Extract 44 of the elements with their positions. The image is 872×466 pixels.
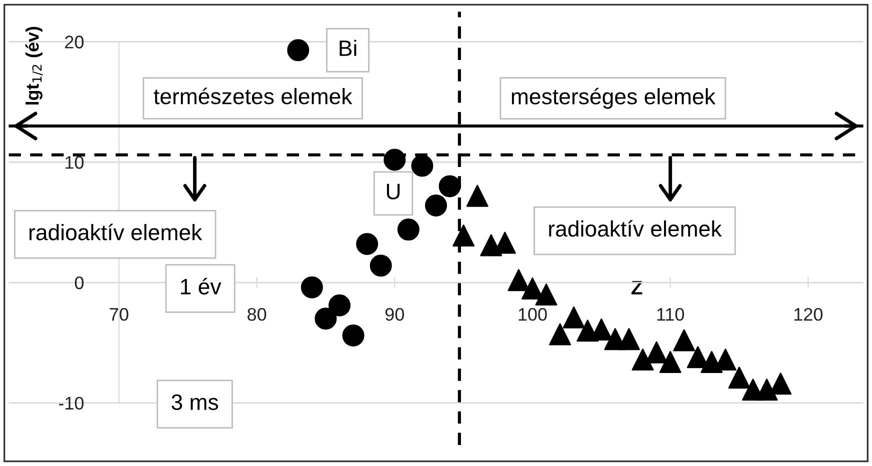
annotation: mesterséges elemek <box>512 88 716 109</box>
annotation: radioaktív elemek <box>549 220 722 237</box>
x-tick-label: 70 <box>110 308 128 321</box>
point <box>756 378 778 401</box>
y-tick-label: 0 <box>74 276 84 290</box>
x-tick-label: 80 <box>248 308 266 321</box>
point <box>384 148 406 171</box>
point <box>314 308 337 330</box>
point <box>397 218 420 241</box>
point <box>632 348 654 371</box>
point <box>535 284 558 306</box>
point <box>342 324 364 346</box>
point <box>287 39 310 62</box>
x-tick-label: 100 <box>518 308 547 321</box>
point <box>370 254 392 277</box>
point <box>618 328 640 350</box>
x-tick-label: 120 <box>794 308 823 321</box>
annotation: 1 év <box>181 278 222 294</box>
annotation: radioaktív elemek <box>29 224 202 240</box>
point <box>646 341 668 364</box>
point <box>728 366 750 389</box>
point <box>438 175 461 198</box>
annotation: U <box>386 184 400 200</box>
point <box>508 269 530 292</box>
y-tick-label: -10 <box>58 396 84 410</box>
point <box>466 184 488 207</box>
annotation: 3 ms <box>172 394 218 410</box>
point <box>425 194 447 216</box>
y-tick-label: 10 <box>66 156 84 169</box>
point <box>673 329 696 352</box>
point <box>659 350 682 373</box>
x-tick-label: 110 <box>657 308 684 321</box>
y-tick-label: 20 <box>65 36 84 48</box>
annotation: természetes elemek <box>154 88 352 104</box>
x-tick-label: 90 <box>385 308 404 321</box>
point <box>411 154 434 177</box>
point <box>452 224 475 247</box>
y-axis-title: lgt$_{1/2}$ (év) <box>25 26 43 104</box>
point <box>562 306 585 328</box>
point <box>300 276 323 298</box>
annotation: Bi <box>340 40 356 56</box>
point <box>328 294 351 316</box>
point <box>549 323 572 346</box>
point <box>356 232 378 255</box>
